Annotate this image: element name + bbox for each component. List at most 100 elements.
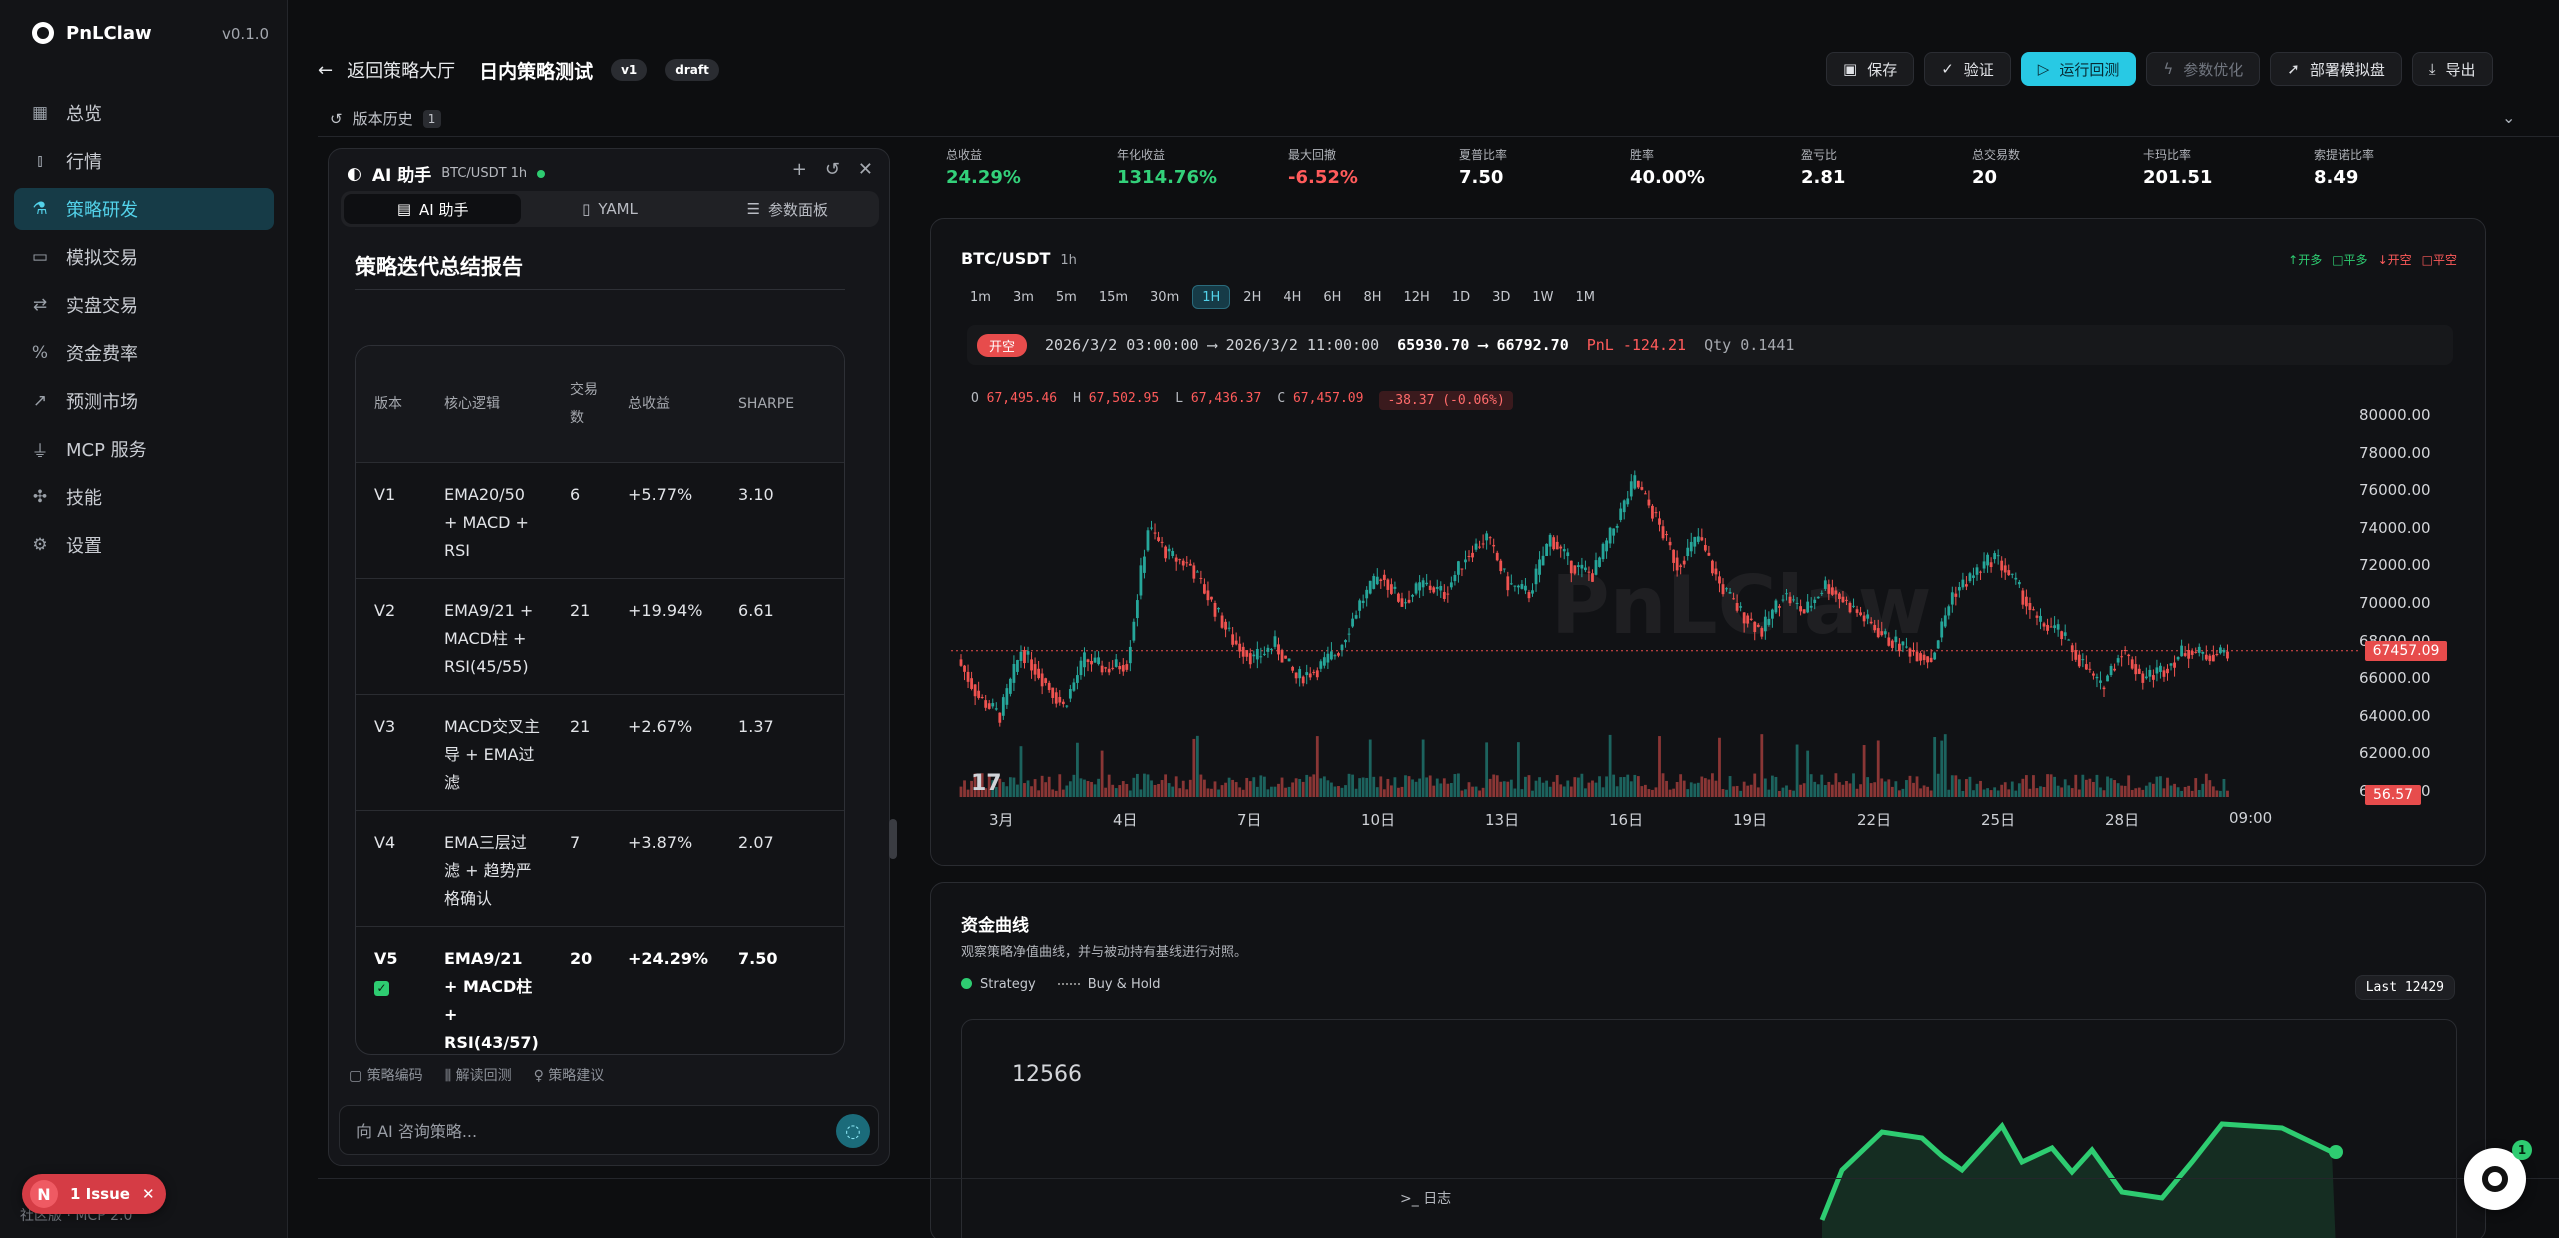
chevron-down-icon[interactable]: ⌄ [2502,108,2516,127]
candle [1509,583,1513,585]
timeframe-12H[interactable]: 12H [1403,289,1430,305]
sidebar-item-1[interactable]: ⫾ 行情 [14,140,274,182]
volume-bar [1446,783,1450,797]
candle [1277,644,1280,655]
tab-yaml[interactable]: ▯ YAML [521,194,698,224]
candle [1488,537,1492,539]
sidebar-item-9[interactable]: ⚙ 设置 [14,524,274,566]
timeframe-2H[interactable]: 2H [1243,289,1262,305]
optimize-button[interactable]: ϟ 参数优化 [2146,52,2261,86]
volume-bar [1947,789,1951,797]
timeframe-8H[interactable]: 8H [1363,289,1382,305]
timeframe-6H[interactable]: 6H [1323,289,1342,305]
candle [1273,636,1277,647]
table-cell: V3 [356,693,426,810]
log-toggle[interactable]: >_ 日志 [1400,1188,1451,1208]
deploy-label: 部署模拟盘 [2309,60,2385,79]
volume-bar [2148,782,2152,797]
app-logo[interactable]: PnLClaw [32,22,152,44]
issue-badge[interactable]: N 1 Issue ✕ [22,1174,166,1214]
timeframe-1D[interactable]: 1D [1451,289,1471,305]
timeframe-5m[interactable]: 5m [1055,289,1077,305]
sidebar-item-label: 策略研发 [66,200,138,221]
table-row: V1 EMA20/50 + MACD + RSI 6 +5.77% 3.10 [356,461,844,578]
candle [2109,665,2113,676]
timeframe-1M[interactable]: 1M [1575,289,1596,305]
ai-header: ◐ AI 助手 BTC/USDT 1h [347,161,546,186]
action-suggest[interactable]: ♀ 策略建议 [533,1068,605,1084]
sidebar-item-4[interactable]: ⇄ 实盘交易 [14,284,274,326]
volume-bar [998,778,1002,797]
export-button[interactable]: ⤓ 导出 [2411,52,2493,86]
back-button[interactable]: ← 返回策略大厅 [318,57,455,83]
timeframe-3m[interactable]: 3m [1012,289,1034,305]
candle [1749,618,1753,621]
action-code[interactable]: ▢ 策略编码 [349,1068,423,1084]
volume-bar [1298,779,1302,797]
tab-ai-assistant[interactable]: ▤ AI 助手 [344,194,522,224]
candle [1859,612,1862,616]
history-icon[interactable]: ↺ [824,159,840,180]
volume-bar [1830,784,1834,797]
candle [2099,680,2102,683]
save-button[interactable]: ▣ 保存 [1826,52,1915,86]
candle [1492,545,1496,547]
stat-label: 总交易数 [1972,148,2021,162]
volume-bar [1665,780,1668,797]
trade-prices: 65930.70 ⟶ 66792.70 [1397,336,1569,354]
table-row: V4 EMA三层过滤 + 趋势严格确认 7 +3.87% 2.07 [356,809,844,926]
deploy-button[interactable]: ➚ 部署模拟盘 [2270,52,2402,86]
timeframe-1m[interactable]: 1m [970,289,991,305]
loading-icon[interactable]: ◌ [836,1114,870,1148]
timeframe-30m[interactable]: 30m [1150,289,1180,305]
sidebar-item-7[interactable]: ⏚ MCP 服务 [14,428,274,470]
sidebar-item-5[interactable]: % 资金费率 [14,332,274,374]
run-backtest-button[interactable]: ▷ 运行回测 [2020,52,2137,86]
x-tick: 10日 [1361,811,1396,829]
open-value: 67,495.46 [986,391,1058,406]
candle [1760,628,1764,637]
sidebar-item-0[interactable]: ▦ 总览 [14,92,274,134]
validate-button[interactable]: ✓ 验证 [1924,52,2011,86]
candlestick-plot[interactable] [931,219,2487,867]
candle [1513,585,1517,587]
sidebar-item-2[interactable]: ⚗ 策略研发 [14,188,274,230]
tab-params[interactable]: ☰ 参数面板 [699,194,876,224]
ai-input[interactable]: 向 AI 咨询策略... ◌ [339,1105,879,1155]
plus-icon[interactable]: + [791,159,807,180]
scrollbar[interactable] [889,819,897,859]
timeframe-1W[interactable]: 1W [1532,289,1554,305]
table-cell: 6 [552,461,610,578]
action-analyze[interactable]: ⫼ 解读回测 [444,1068,512,1084]
sidebar-item-6[interactable]: ↗ 预测市场 [14,380,274,422]
cell-text: 21 [570,600,591,620]
timeframe-15m[interactable]: 15m [1098,289,1129,305]
volume-bar [1139,789,1143,797]
history-icon: ↺ [330,109,343,128]
volume-bar [1319,778,1323,797]
candle [1954,593,1958,597]
wallet-icon: ▭ [31,247,49,267]
candle [1231,634,1235,645]
close-icon[interactable]: ✕ [857,159,873,180]
volume-bar [2151,783,2155,797]
ohlc-high: H 67,502.95 [1073,391,1160,406]
candle [1640,487,1644,490]
timeframe-1H[interactable]: 1H [1192,285,1231,309]
volume-bar [1192,738,1196,797]
volume-bar [1001,782,1005,797]
candle [1157,537,1160,541]
candle [1330,651,1333,660]
timeframe-3D[interactable]: 3D [1492,289,1511,305]
timeframe-4H[interactable]: 4H [1283,289,1302,305]
version-history[interactable]: ↺ 版本历史 1 [330,108,441,129]
sidebar-item-8[interactable]: ✣ 技能 [14,476,274,518]
equity-plot[interactable]: 12566 [961,1019,2457,1238]
volume-bar [1164,774,1168,797]
sidebar-item-3[interactable]: ▭ 模拟交易 [14,236,274,278]
volume-bar [1838,782,1841,797]
candle [1725,588,1728,590]
close-icon[interactable]: ✕ [141,1185,155,1203]
candle [1633,475,1637,489]
table-cell: EMA9/21 + MACD柱 + RSI(45/55) [426,577,552,694]
